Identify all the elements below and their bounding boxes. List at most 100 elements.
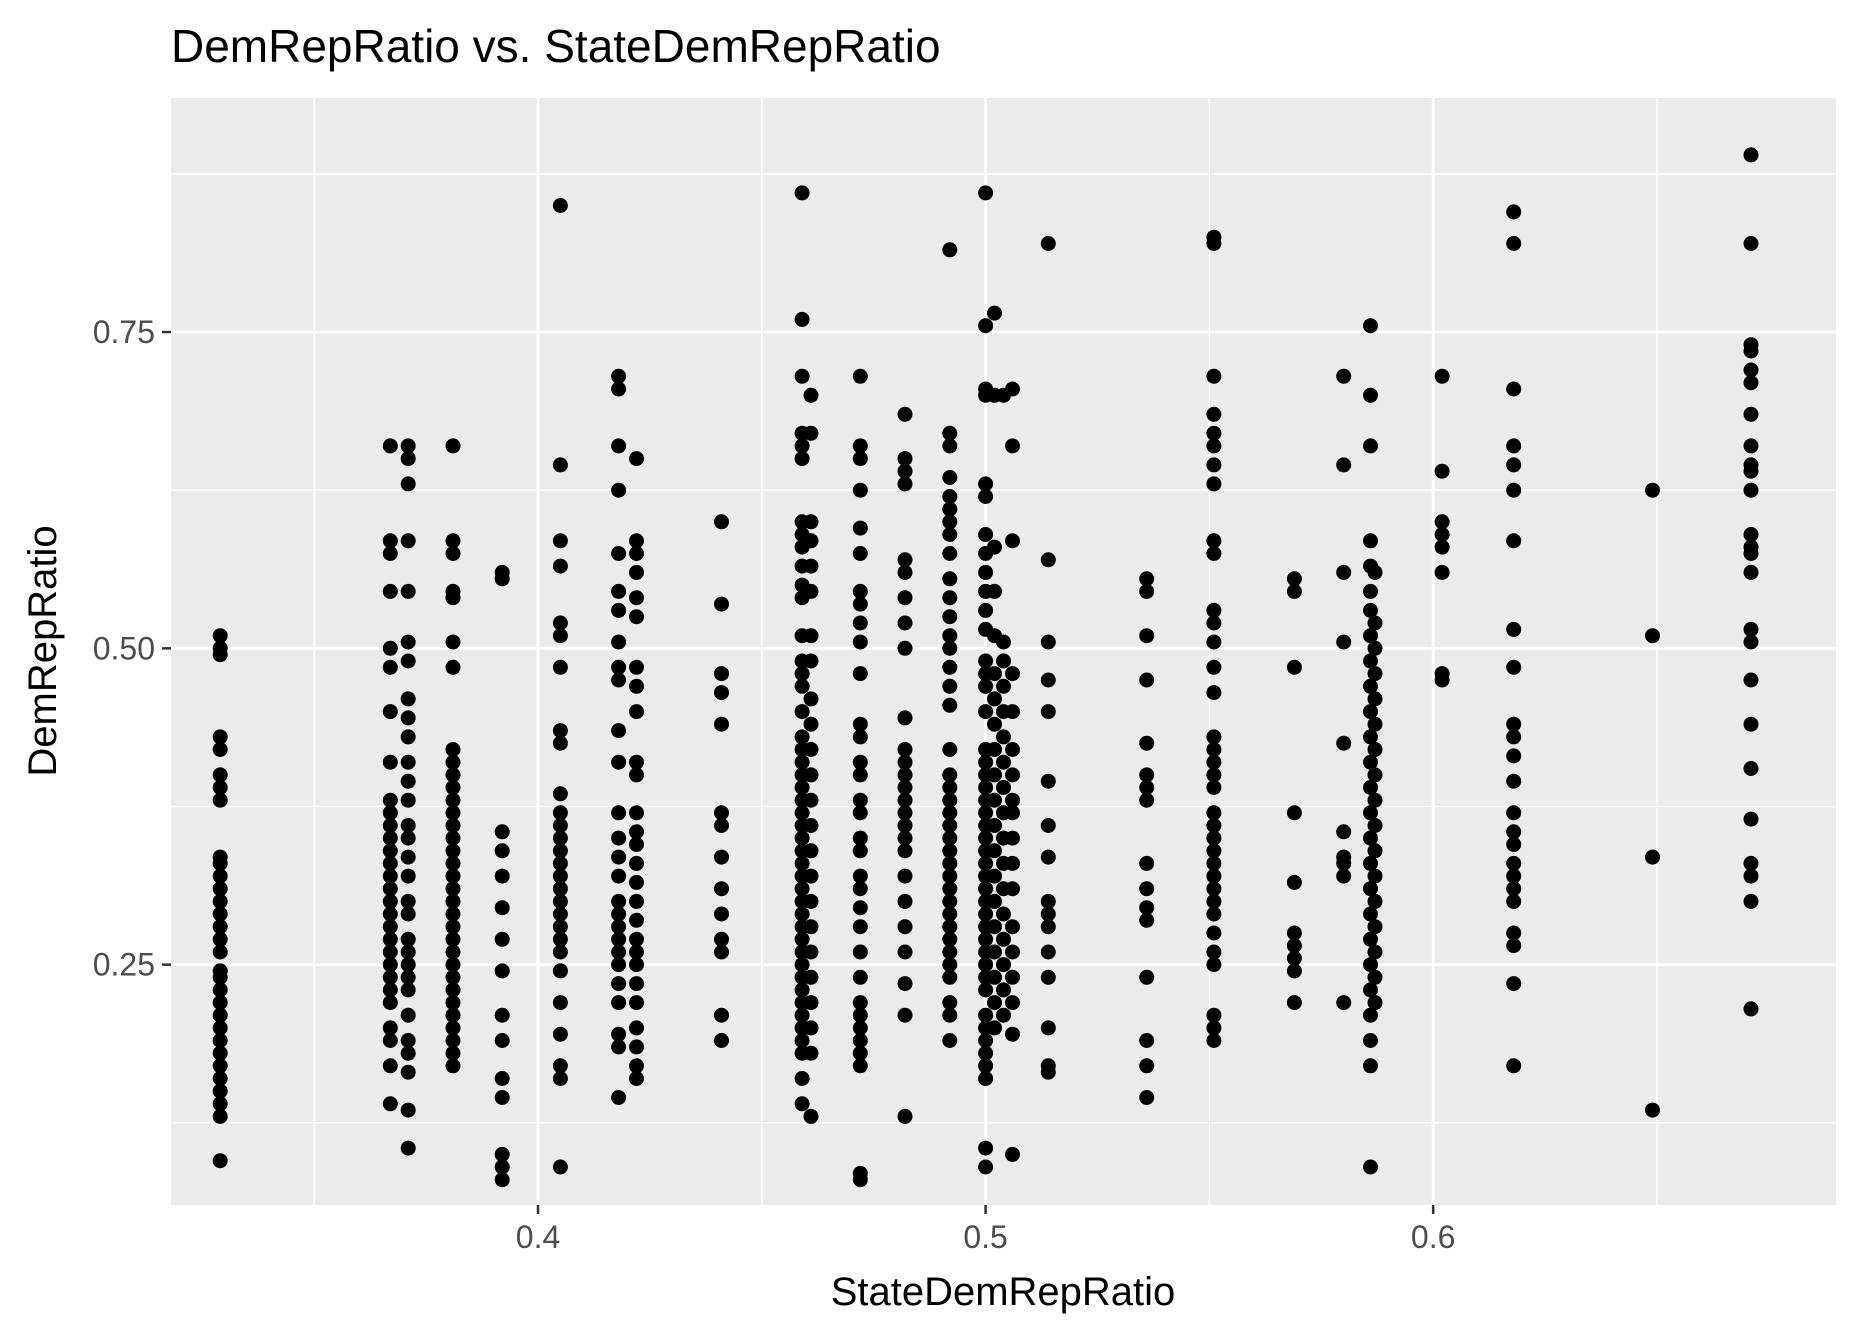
data-point	[852, 1045, 868, 1061]
data-point	[212, 982, 228, 998]
data-point	[400, 944, 416, 960]
data-point	[1139, 767, 1155, 783]
data-point	[794, 957, 810, 973]
data-point	[611, 931, 627, 947]
data-point	[552, 881, 568, 897]
data-point	[611, 438, 627, 454]
data-point	[852, 805, 868, 821]
data-point	[1040, 704, 1056, 720]
data-point	[942, 805, 958, 821]
data-point	[1363, 628, 1378, 644]
data-point	[382, 1058, 398, 1074]
data-point	[794, 982, 810, 998]
data-point	[400, 476, 416, 492]
data-point	[996, 1007, 1011, 1023]
data-point	[1286, 995, 1302, 1011]
data-point	[1206, 767, 1222, 783]
data-point	[400, 1102, 416, 1118]
data-point	[996, 754, 1011, 770]
x-axis-title: StateDemRepRatio	[831, 1270, 1176, 1314]
data-point	[987, 919, 1002, 935]
data-point	[942, 906, 958, 922]
data-point	[1206, 818, 1222, 833]
data-point	[803, 387, 819, 403]
data-point	[1506, 438, 1522, 454]
data-point	[852, 1172, 868, 1188]
data-point	[978, 185, 994, 201]
data-point	[552, 457, 568, 473]
data-point	[1363, 387, 1378, 403]
data-point	[1434, 564, 1450, 580]
data-point	[803, 868, 819, 884]
data-point	[1363, 855, 1378, 871]
data-point	[400, 653, 416, 669]
data-point	[400, 792, 416, 808]
data-point	[1336, 868, 1352, 884]
data-point	[803, 583, 819, 599]
data-point	[852, 615, 868, 631]
data-point	[987, 691, 1002, 707]
data-point	[803, 653, 819, 669]
data-point	[897, 463, 913, 479]
data-point	[897, 590, 913, 606]
data-point	[714, 906, 729, 922]
data-point	[1434, 368, 1450, 384]
data-point	[1139, 792, 1155, 808]
data-point	[1005, 666, 1020, 682]
data-point	[897, 944, 913, 960]
data-point	[494, 571, 510, 587]
data-point	[1506, 748, 1522, 764]
data-point	[629, 609, 644, 625]
data-point	[978, 957, 994, 973]
data-point	[942, 868, 958, 884]
data-point	[1005, 805, 1020, 821]
data-point	[382, 546, 398, 561]
data-point	[1506, 805, 1522, 821]
data-point	[1336, 634, 1352, 650]
data-point	[1743, 868, 1759, 884]
data-point	[1005, 767, 1020, 783]
data-point	[611, 381, 627, 397]
data-point	[400, 729, 416, 745]
data-point	[1506, 482, 1522, 498]
data-point	[1139, 1033, 1155, 1048]
data-point	[897, 976, 913, 992]
data-point	[803, 628, 819, 644]
data-point	[987, 995, 1002, 1011]
data-point	[382, 533, 398, 549]
data-point	[1743, 375, 1759, 391]
data-point	[494, 1146, 510, 1162]
data-point	[1139, 583, 1155, 599]
data-point	[552, 1159, 568, 1175]
data-point	[611, 1090, 627, 1105]
data-point	[794, 805, 810, 821]
data-point	[400, 710, 416, 726]
data-point	[1286, 659, 1302, 675]
data-point	[987, 716, 1002, 732]
data-point	[1005, 742, 1020, 757]
data-point	[942, 571, 958, 587]
y-tick-label: 0.50	[93, 630, 155, 666]
data-point	[1336, 995, 1352, 1011]
data-point	[1506, 938, 1522, 954]
data-point	[897, 919, 913, 935]
data-point	[1506, 976, 1522, 992]
data-point	[212, 969, 228, 985]
data-point	[942, 995, 958, 1011]
data-point	[1363, 729, 1378, 745]
data-point	[714, 849, 729, 865]
data-point	[1139, 571, 1155, 587]
data-point	[629, 767, 644, 783]
data-point	[996, 982, 1011, 998]
data-point	[714, 716, 729, 732]
data-point	[897, 805, 913, 821]
data-point	[400, 1007, 416, 1023]
data-point	[400, 893, 416, 909]
data-point	[1336, 824, 1352, 840]
data-point	[445, 438, 461, 454]
data-point	[494, 931, 510, 947]
data-point	[803, 742, 819, 757]
data-point	[1206, 868, 1222, 884]
data-point	[1743, 343, 1759, 359]
data-point	[611, 944, 627, 960]
